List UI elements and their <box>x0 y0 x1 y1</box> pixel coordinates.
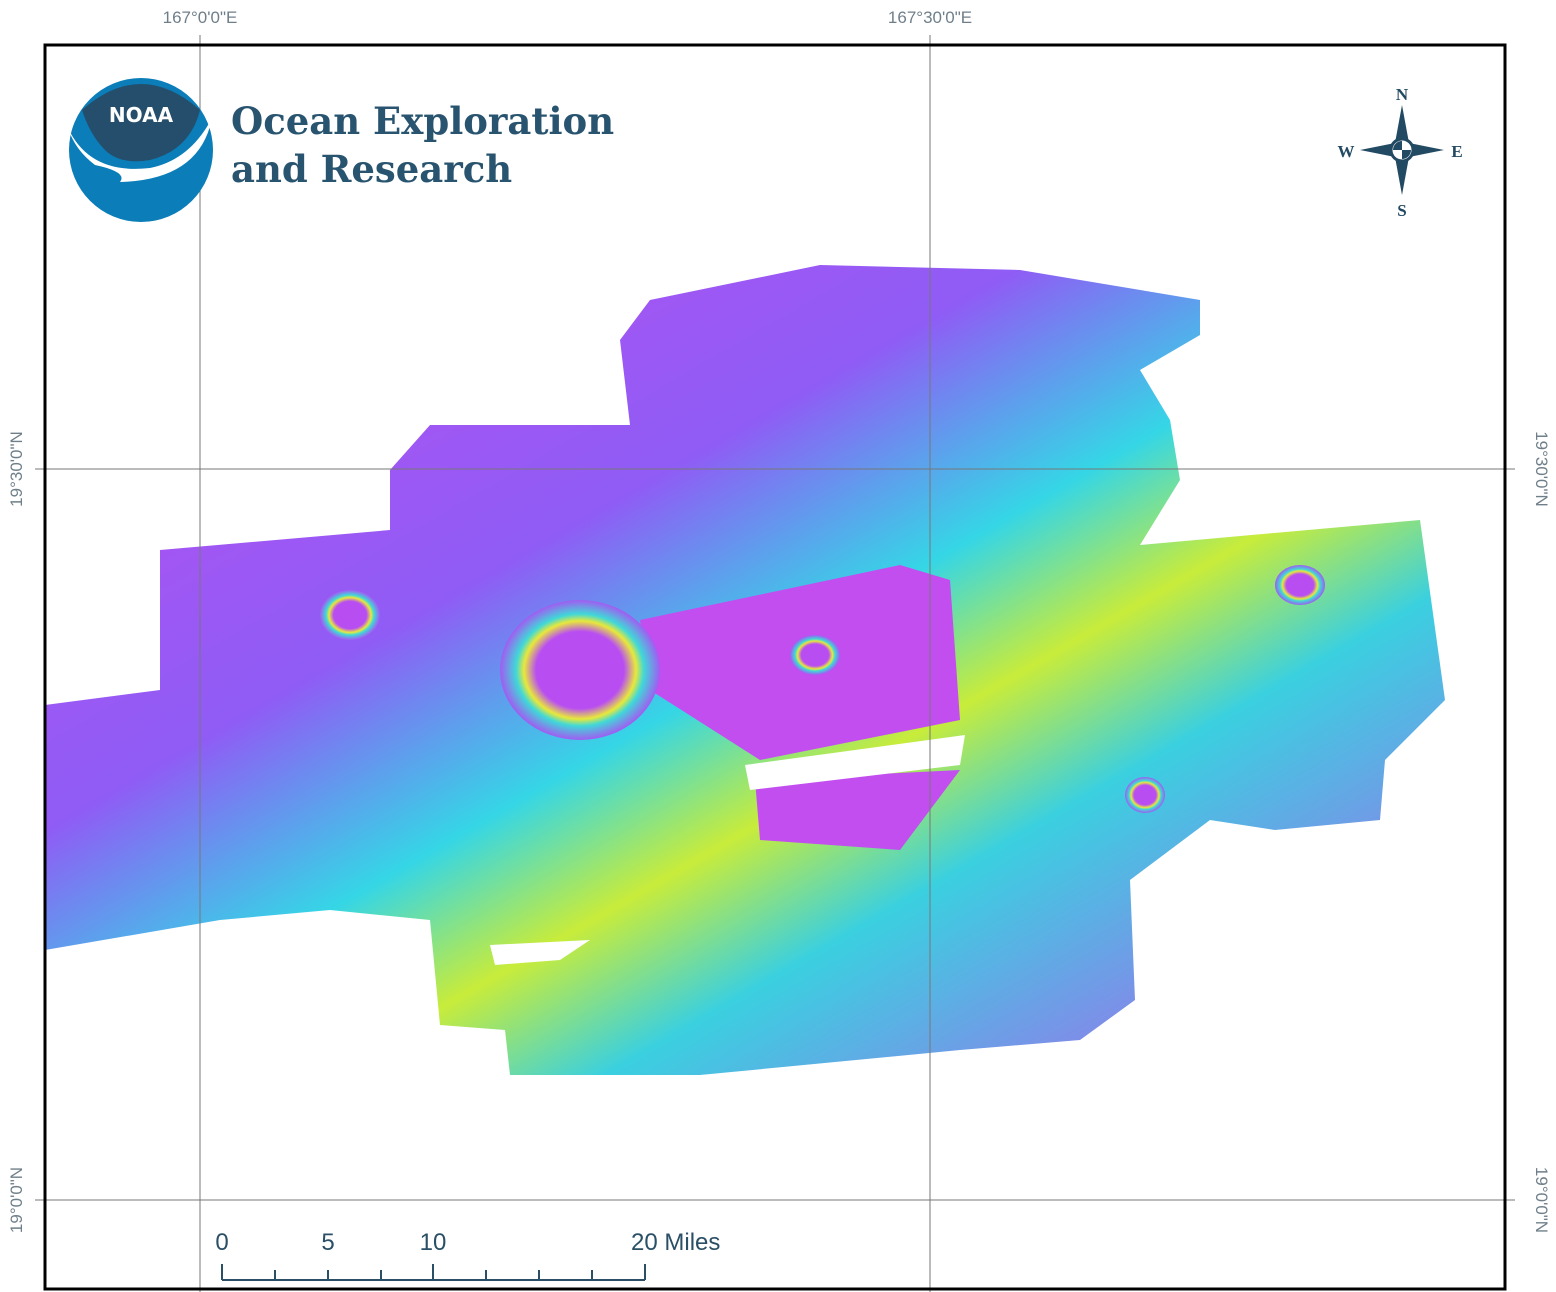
latitude-label: 19°30'0"N <box>7 431 26 507</box>
scale-label: 20 Miles <box>631 1229 720 1256</box>
caldera-floor <box>755 770 960 850</box>
compass-rose <box>1360 105 1444 195</box>
data-gap <box>745 735 965 790</box>
seamount <box>320 590 380 640</box>
title-line: and Research <box>231 147 512 191</box>
compass-letter: N <box>1396 85 1409 104</box>
latitude-label: 19°30'0"N <box>1532 431 1551 507</box>
compass-letter: S <box>1397 201 1406 220</box>
latitude-label: 19°0'0"N <box>1532 1167 1551 1233</box>
logo-text: NOAA <box>109 103 174 127</box>
seamount <box>1125 777 1165 813</box>
seamount <box>790 635 840 675</box>
map-frame <box>43 43 1507 1291</box>
bathymetry <box>45 265 1445 1075</box>
seamount <box>500 600 660 740</box>
scale-label: 0 <box>215 1229 228 1256</box>
compass-center <box>1393 141 1411 159</box>
seamount <box>1275 565 1325 605</box>
scale-bar <box>221 1264 646 1281</box>
longitude-label: 167°0'0"E <box>163 8 238 27</box>
logo-wave <box>68 118 212 182</box>
logo: NOAA <box>68 78 213 222</box>
title-line: Ocean Exploration <box>231 99 614 143</box>
graticule <box>35 35 1515 1292</box>
data-gap <box>490 940 590 965</box>
compass-letter: E <box>1451 142 1462 161</box>
longitude-label: 167°30'0"E <box>888 8 972 27</box>
logo-bird <box>82 84 200 162</box>
scale-label: 10 <box>420 1229 447 1256</box>
scale-label: 5 <box>321 1229 334 1256</box>
latitude-label: 19°0'0"N <box>7 1167 26 1233</box>
compass-letter: W <box>1338 142 1355 161</box>
